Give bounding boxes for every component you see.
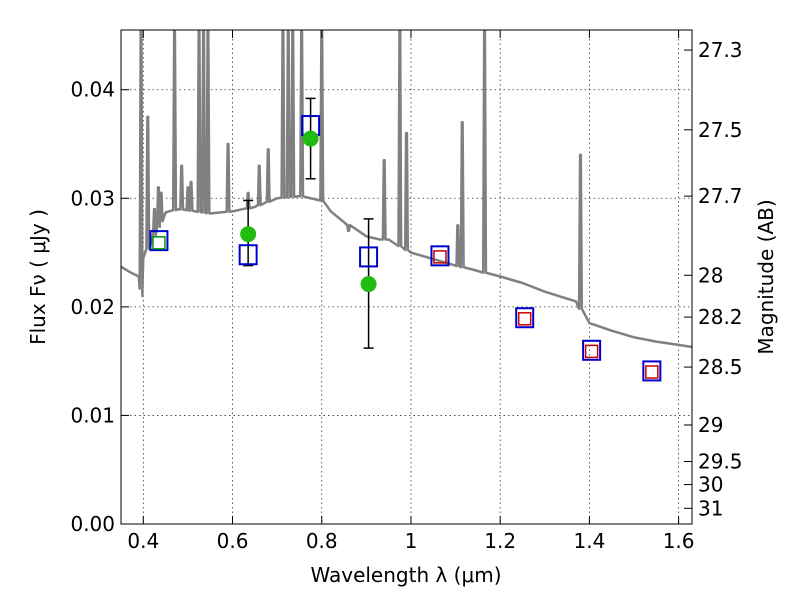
x-tick-label: 1.2 — [484, 529, 516, 553]
right-tick-label: 30 — [698, 473, 723, 497]
right-tick-label: 28.2 — [698, 305, 743, 329]
x-tick-label: 1.4 — [573, 529, 605, 553]
x-tick-label: 1.6 — [663, 529, 695, 553]
right-tick-label: 28 — [698, 263, 723, 287]
plot-frame — [120, 29, 693, 525]
observed-flux-point — [302, 130, 319, 147]
right-tick-label: 29.5 — [698, 450, 743, 474]
right-tick-label: 27.7 — [698, 184, 743, 208]
x-axis-label: Wavelength λ (μm) — [310, 563, 501, 587]
observed-flux-point — [360, 276, 377, 293]
x-tick-label: 1 — [405, 529, 418, 553]
x-tick-label: 0.4 — [127, 529, 159, 553]
model-photometry-square — [238, 244, 258, 266]
right-tick-label: 29 — [698, 413, 723, 437]
observed-flux-point — [240, 226, 257, 243]
model-photometry-inner-square — [584, 344, 599, 359]
y-tick-label: 0.01 — [70, 403, 115, 427]
model-photometry-inner-square — [645, 365, 659, 379]
plot-area — [121, 30, 692, 382]
model-photometry-square — [149, 230, 169, 252]
right-tick-label: 27.5 — [698, 118, 743, 142]
y-tick-label: 0.03 — [70, 186, 115, 210]
model-photometry-inner-square — [152, 236, 166, 250]
y-axis-label: Flux Fν ( μJy ) — [26, 209, 50, 345]
y-tick-label: 0.00 — [70, 512, 115, 536]
model-photometry-square — [515, 307, 535, 329]
y-tick-label: 0.04 — [70, 78, 115, 102]
model-photometry-inner-square — [433, 250, 447, 264]
model-photometry-square — [430, 245, 450, 267]
model-photometry-square — [359, 246, 379, 268]
right-tick-label: 31 — [698, 496, 723, 520]
template-spectrum-line — [121, 30, 692, 349]
model-photometry-square — [642, 360, 662, 382]
model-photometry-inner-square — [517, 312, 532, 326]
y-tick-label: 0.02 — [70, 295, 115, 319]
x-tick-label: 0.8 — [306, 529, 338, 553]
right-tick-label: 27.3 — [698, 38, 743, 62]
model-photometry-square — [582, 339, 602, 361]
axis-ticks: 0.4 0.6 0.8 1 1.2 1.4 1.6 0.00 0.01 0.02 0.03 0.04 2… — [70, 30, 743, 553]
right-tick-label: 28.5 — [698, 355, 743, 379]
x-tick-label: 0.6 — [217, 529, 249, 553]
y-axis-right-label: Magnitude (AB) — [754, 199, 778, 354]
